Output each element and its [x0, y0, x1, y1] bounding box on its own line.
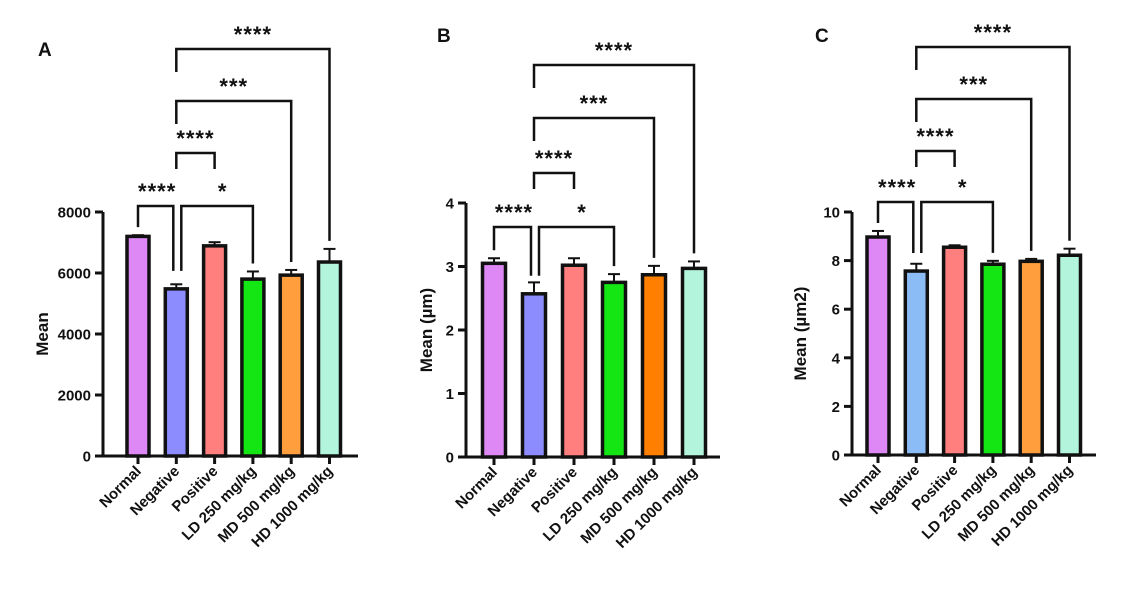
significance-bracket — [532, 63, 696, 254]
bar — [600, 280, 628, 459]
significance-label: **** — [878, 175, 916, 200]
y-tick-label: 10 — [823, 205, 840, 222]
y-tick-label: 8 — [832, 253, 840, 270]
y-axis-label: Mean — [33, 312, 52, 355]
significance-bracket — [492, 225, 533, 276]
significance-label: * — [958, 175, 968, 200]
bar — [980, 262, 1006, 457]
bar — [560, 263, 588, 459]
significance-label: **** — [595, 38, 633, 63]
bar — [903, 269, 930, 457]
significance-bracket — [876, 200, 915, 254]
y-tick-label: 2000 — [58, 388, 91, 405]
bar — [316, 260, 343, 458]
significance-bracket — [180, 204, 255, 271]
bar — [1018, 259, 1044, 457]
significance-bracket — [537, 225, 616, 276]
significance-bracket — [920, 200, 995, 254]
significance-bracket — [175, 99, 293, 262]
y-tick-label: 8000 — [58, 205, 91, 222]
y-tick-label: 2 — [446, 323, 454, 340]
bar — [201, 244, 228, 458]
y-tick-label: 4 — [832, 350, 841, 367]
bar — [163, 287, 190, 458]
y-tick-label: 6 — [832, 302, 840, 319]
bar — [865, 235, 891, 457]
significance-label: *** — [959, 72, 988, 97]
significance-label: **** — [495, 200, 533, 225]
bar — [941, 245, 968, 457]
y-tick-label: 6000 — [58, 266, 91, 283]
significance-label: **** — [234, 22, 272, 47]
significance-label: **** — [974, 20, 1012, 45]
significance-bracket — [532, 116, 656, 258]
y-axis-label: Mean (µm2) — [791, 287, 810, 381]
panel-a: A 02000400060008000MeanNormalNegativePos… — [33, 22, 358, 551]
significance-label: *** — [219, 74, 248, 99]
y-tick-label: 4 — [446, 196, 455, 213]
panel-label-a: A — [38, 40, 52, 61]
bar — [240, 277, 266, 458]
bar — [680, 266, 708, 459]
significance-bracket — [175, 151, 216, 169]
bar — [640, 273, 668, 459]
significance-bracket — [136, 204, 175, 271]
significance-label: * — [218, 179, 228, 204]
y-tick-label: 3 — [446, 259, 454, 276]
y-tick-label: 1 — [446, 386, 454, 403]
bar — [480, 261, 508, 459]
bar — [125, 234, 151, 458]
bar — [278, 273, 304, 458]
significance-label: **** — [916, 124, 954, 149]
panel-label-b: B — [437, 26, 451, 47]
y-tick-label: 4000 — [58, 327, 91, 344]
significance-label: **** — [138, 179, 176, 204]
y-tick-label: 0 — [446, 450, 454, 467]
significance-bracket — [915, 45, 1071, 241]
significance-label: **** — [176, 126, 214, 151]
y-tick-label: 0 — [83, 449, 91, 466]
significance-label: * — [577, 200, 587, 225]
significance-label: **** — [535, 146, 573, 171]
significance-bracket — [175, 47, 331, 241]
significance-bracket — [915, 149, 956, 167]
panel-label-c: C — [815, 26, 829, 47]
y-tick-label: 0 — [832, 448, 840, 465]
significance-label: *** — [580, 91, 609, 116]
y-tick-label: 2 — [832, 399, 840, 416]
significance-bracket — [532, 171, 576, 189]
bar — [520, 292, 548, 459]
significance-bracket — [915, 97, 1033, 251]
y-axis-label: Mean (µm) — [417, 288, 436, 372]
bar — [1056, 253, 1083, 457]
